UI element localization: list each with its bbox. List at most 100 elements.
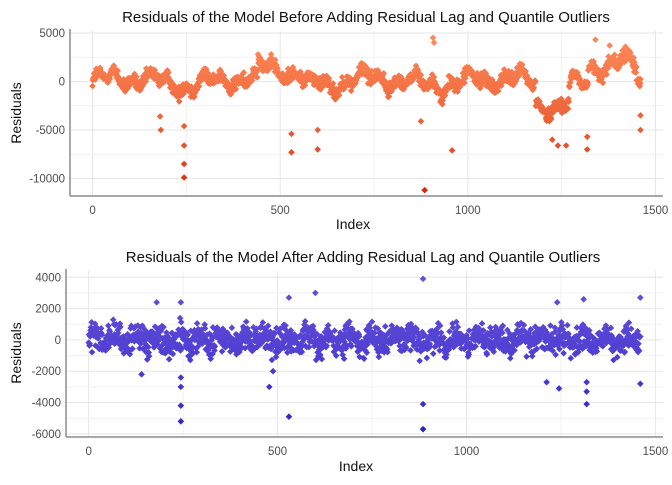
data-point [523,72,531,79]
data-point [117,345,125,353]
data-point [288,149,295,156]
data-point [335,91,343,99]
data-point [127,81,134,88]
data-point [194,325,202,333]
data-point [442,344,450,352]
data-point [153,324,160,332]
data-point [490,348,498,355]
data-point [512,330,519,337]
data-point [253,343,261,351]
y-axis-label: Residuals [8,82,24,143]
data-point [184,331,191,339]
data-point [332,96,339,103]
data-point [617,61,624,68]
data-point [490,344,497,351]
data-point [374,325,382,332]
x-tick-label: 1000 [454,446,480,458]
data-point [299,83,306,91]
data-point [258,339,266,347]
data-point [280,339,287,347]
data-point [547,322,554,329]
data-point [264,322,272,330]
data-point [326,89,334,96]
data-point [228,340,236,348]
data-point [606,42,614,49]
data-point [138,371,145,378]
data-point [194,343,202,350]
data-point [368,318,376,326]
data-point [273,337,281,344]
data-point [573,324,581,331]
tick-labels: 0 500 1000 1500 4000 2000 0 -2000 -4000 -6000 [32,272,669,458]
data-point [279,324,287,331]
data-point [555,385,563,392]
data-point [548,136,556,144]
data-point [381,323,389,330]
data-point [168,329,176,337]
data-point [595,66,602,74]
data-point [180,122,188,130]
data-point [142,327,150,335]
data-point [331,327,338,335]
data-point [502,348,509,355]
data-point [635,340,642,348]
data-point [483,82,490,90]
data-point [128,322,135,330]
data-point [338,73,346,81]
data-point [309,322,317,330]
data-point [384,348,391,356]
data-point [241,330,249,338]
data-point [318,334,326,341]
data-point [94,343,102,351]
data-point [547,115,555,123]
data-point [494,87,502,95]
data-point [291,331,298,338]
data-point [507,354,514,362]
data-point [407,320,415,328]
data-point [562,142,570,149]
data-point [180,160,188,168]
data-point [287,327,295,334]
data-point [589,339,596,347]
data-point [276,325,284,332]
data-point [324,322,332,329]
data-point [515,72,523,80]
data-point [145,349,153,356]
data-point [441,92,449,99]
data-point [361,343,369,351]
y-axis-label: Residuals [8,322,24,383]
data-point [570,340,578,347]
data-point [464,334,471,342]
data-point [261,331,269,338]
data-point [477,331,484,338]
data-point [114,67,121,74]
data-point [270,336,277,344]
data-point [274,64,281,72]
data-point [436,347,443,354]
data-point [630,54,638,62]
data-point [490,79,498,87]
data-point [480,327,487,334]
data-point [142,78,150,85]
data-point [501,344,508,351]
data-point [558,339,566,346]
data-point [112,321,120,328]
data-point [165,69,172,77]
data-point [177,418,185,425]
data-point [187,356,194,364]
data-point [637,380,644,388]
y-tick-label: -10000 [29,174,65,186]
data-point [532,78,539,86]
data-point [329,80,337,87]
data-point [355,333,363,340]
data-point [165,74,173,81]
data-point [145,71,152,79]
data-point [604,326,611,333]
data-point [332,352,340,359]
data-point [430,39,438,46]
data-point [375,353,383,361]
data-point [182,329,190,336]
data-point [429,350,437,357]
data-point [220,72,228,79]
data-point [517,339,524,346]
